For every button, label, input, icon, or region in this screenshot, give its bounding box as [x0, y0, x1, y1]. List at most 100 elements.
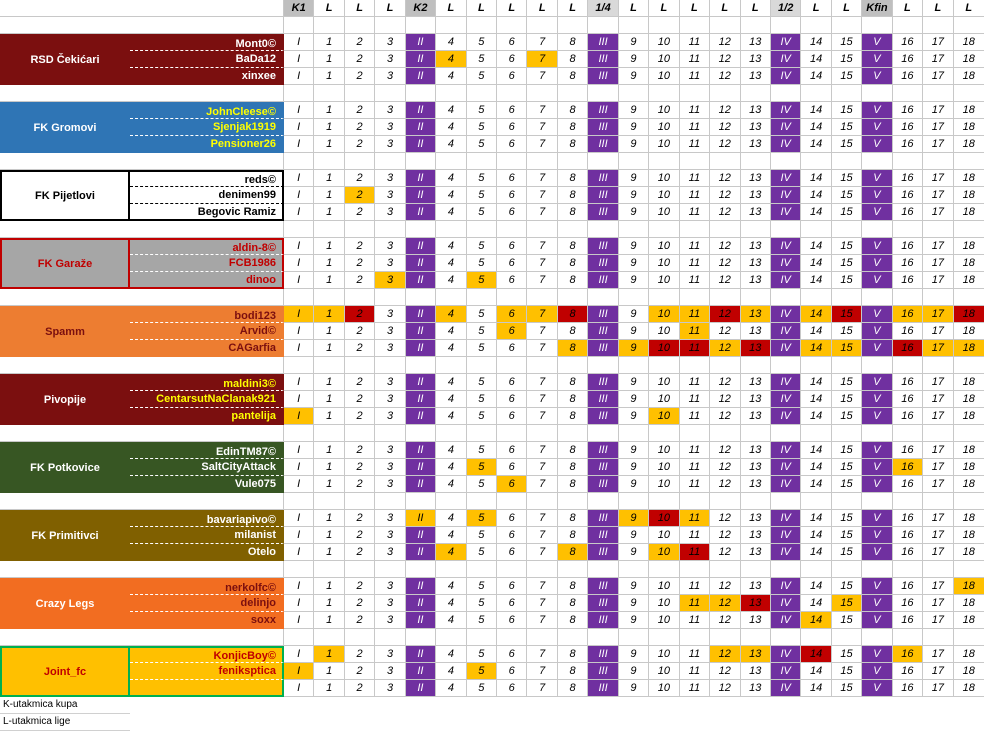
separator-cell	[344, 493, 376, 510]
round-cell: 11	[679, 119, 711, 136]
round-cell: 7	[527, 408, 558, 425]
round-value: 7	[539, 70, 546, 82]
round-cell: IV	[770, 51, 802, 68]
round-value: I	[297, 257, 301, 269]
round-value: 6	[508, 682, 515, 694]
round-value: 13	[749, 342, 762, 354]
round-value: II	[417, 257, 424, 269]
round-cell: 15	[831, 136, 863, 153]
separator-cell	[284, 153, 315, 170]
separator-cell	[770, 629, 802, 646]
round-value: 16	[901, 325, 914, 337]
separator-cell	[588, 561, 619, 578]
separator-cell	[344, 289, 376, 306]
round-cell: 8	[557, 612, 589, 629]
round-value: II	[417, 665, 424, 677]
player-name: FCB1986	[130, 255, 284, 272]
player-name: KonjicBoy©	[130, 646, 284, 663]
team-name-8: Crazy Legs	[0, 578, 130, 629]
round-cell: 16	[892, 510, 924, 527]
round-value: 13	[749, 580, 762, 592]
round-cell: 13	[740, 374, 771, 391]
round-value: 6	[508, 308, 515, 320]
round-cell: 17	[923, 578, 954, 595]
round-cell: III	[588, 476, 619, 493]
round-value: 5	[478, 257, 485, 269]
round-cell: IV	[770, 187, 802, 204]
round-value: 2	[356, 597, 363, 609]
round-value: V	[873, 597, 881, 609]
round-cell: 16	[892, 119, 924, 136]
round-value: 16	[901, 240, 914, 252]
round-cell: 7	[527, 255, 558, 272]
round-cell: 9	[618, 374, 650, 391]
round-cell: 4	[436, 391, 467, 408]
round-value: 3	[386, 138, 394, 150]
round-cell: 17	[923, 544, 954, 561]
separator-cell	[344, 629, 376, 646]
round-cell: 8	[557, 391, 589, 408]
separator-cell	[588, 425, 619, 442]
round-cell: 13	[740, 476, 771, 493]
round-value: 7	[539, 104, 546, 116]
round-cell: V	[862, 34, 893, 51]
round-value: 2	[356, 240, 363, 252]
round-cell: 16	[892, 187, 924, 204]
round-cell: 6	[497, 340, 528, 357]
round-value: 3	[386, 461, 394, 473]
round-cell: 2	[344, 323, 376, 340]
separator-cell	[892, 17, 924, 34]
round-value: 4	[447, 461, 454, 473]
round-cell: 3	[375, 612, 406, 629]
separator-cell	[892, 561, 924, 578]
round-value: IV	[780, 461, 791, 473]
round-value: 2	[356, 36, 363, 48]
round-cell: 16	[892, 680, 924, 697]
round-value: 17	[931, 257, 944, 269]
round-value: 8	[569, 257, 576, 269]
separator-cell	[770, 17, 802, 34]
round-cell: 14	[801, 612, 832, 629]
round-value: 5	[478, 410, 485, 422]
round-cell: III	[588, 102, 619, 119]
separator-cell	[923, 17, 954, 34]
round-value: III	[598, 546, 608, 558]
separator-cell	[953, 17, 984, 34]
round-value: II	[417, 546, 424, 558]
round-cell: 18	[953, 51, 984, 68]
player-row: FCB1986 I 1 2 3 II 4 5 6 7 8 III 9 10 11 12 13 IV 14 15 V 16 1…	[0, 255, 984, 272]
separator-cell	[466, 561, 498, 578]
round-value: I	[297, 444, 301, 456]
round-cell: II	[405, 476, 437, 493]
round-cell: 2	[344, 306, 376, 323]
round-value: 13	[749, 189, 762, 201]
separator-cell	[831, 357, 863, 374]
round-value: 7	[539, 53, 546, 65]
round-value: II	[417, 682, 424, 694]
player-name: EdinTM87©	[130, 442, 284, 459]
player-row: dinoo I 1 2 3 II 4 5 6 7 8 III 9 10 11 12 13 IV 14 15 V 16 17 1…	[0, 272, 984, 289]
round-cell: 6	[497, 612, 528, 629]
round-value: 6	[508, 648, 515, 660]
round-value: 10	[657, 444, 671, 456]
round-cell: 15	[831, 187, 863, 204]
round-cell: 2	[344, 510, 376, 527]
separator-cell	[953, 493, 984, 510]
round-cell: 18	[953, 510, 984, 527]
round-value: 4	[447, 478, 454, 490]
separator-cell	[831, 221, 863, 238]
round-cell: 4	[436, 204, 467, 221]
round-value: 2	[356, 308, 363, 320]
round-value: 4	[447, 36, 454, 48]
column-header: L	[831, 0, 863, 17]
round-value: 5	[478, 648, 485, 660]
round-cell: V	[862, 170, 893, 187]
round-cell: 12	[710, 204, 741, 221]
round-value: 14	[809, 682, 823, 694]
round-value: 2	[356, 410, 363, 422]
round-cell: 13	[740, 612, 771, 629]
round-cell: 6	[497, 272, 528, 289]
round-value: 13	[749, 529, 762, 541]
round-value: 1	[326, 189, 333, 201]
round-cell: 2	[344, 68, 376, 85]
